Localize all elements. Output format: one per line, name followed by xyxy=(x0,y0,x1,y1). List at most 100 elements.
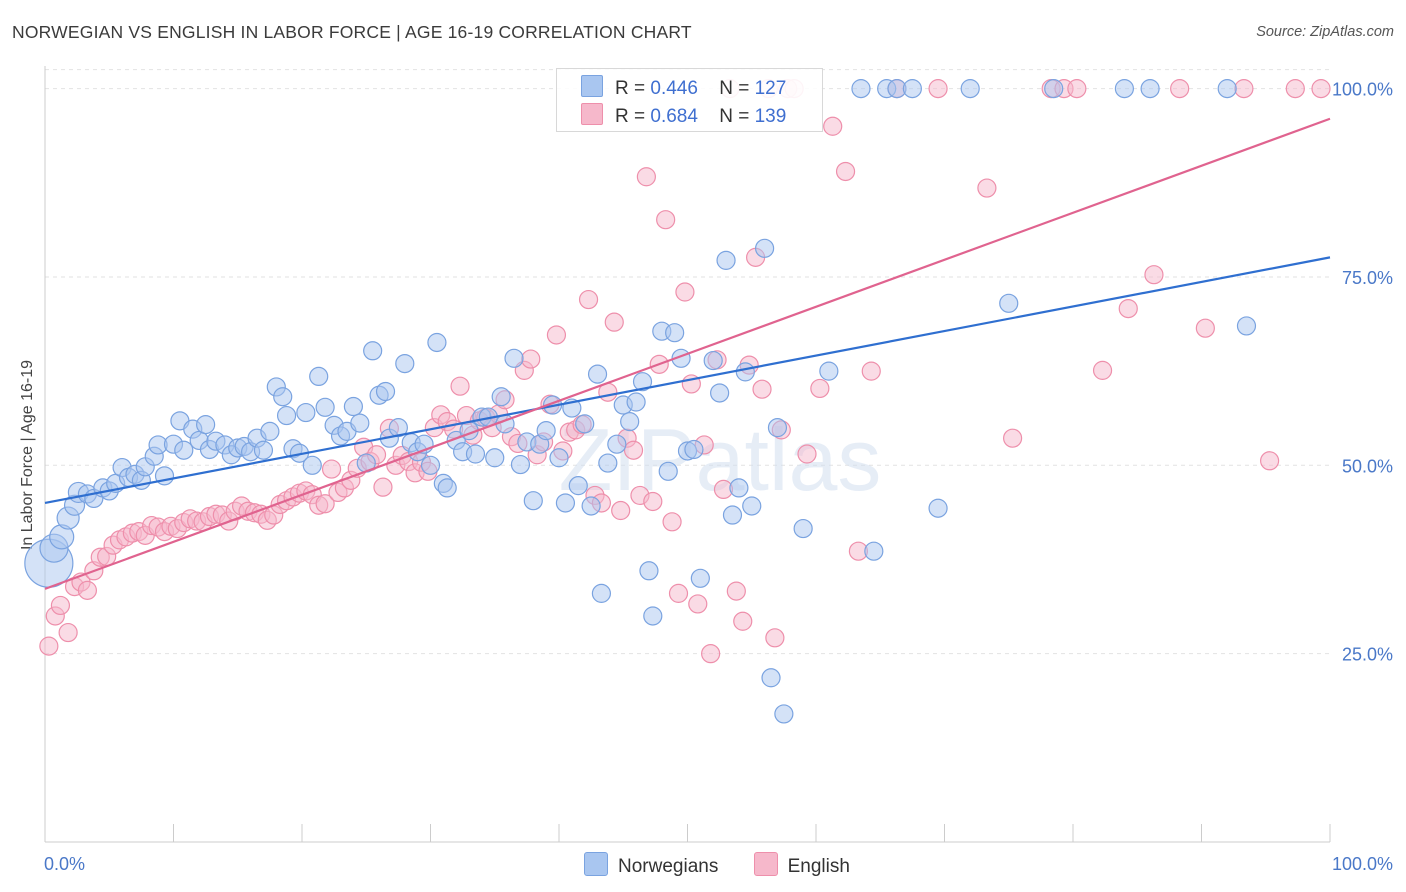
norwegian-point xyxy=(1236,316,1257,336)
norwegian-point xyxy=(437,478,457,498)
legend-n-label: N = xyxy=(719,78,750,99)
english-point xyxy=(823,116,843,136)
legend-item-norwegians: Norwegians xyxy=(584,852,718,878)
norwegian-point xyxy=(620,412,640,432)
english-point xyxy=(977,178,997,198)
norwegian-point xyxy=(774,704,794,724)
norwegian-point xyxy=(902,79,922,99)
legend-n-value-norwegians: 127 xyxy=(754,78,787,99)
english-point xyxy=(1311,79,1331,99)
norwegian-point xyxy=(767,418,788,438)
english-point xyxy=(521,349,541,369)
norwegian-point xyxy=(684,439,704,460)
english-trendline xyxy=(44,117,1331,590)
legend-row-norwegians: R = 0.446 N = 127 xyxy=(581,75,786,99)
norwegian-point xyxy=(665,323,685,343)
norwegian-point xyxy=(632,372,653,392)
english-point xyxy=(701,644,721,664)
norwegian-point xyxy=(1140,79,1160,99)
norwegian-point xyxy=(710,383,730,403)
norwegian-point xyxy=(510,454,531,475)
y-tick-labels: 25.0% 50.0% 75.0% 100.0% xyxy=(1332,80,1393,665)
legend-swatch-blue xyxy=(584,852,608,876)
norwegian-point xyxy=(960,79,980,99)
y-tick-label: 50.0% xyxy=(1342,456,1393,476)
norwegian-point xyxy=(315,397,335,417)
norwegian-point xyxy=(395,353,415,374)
english-point xyxy=(450,376,470,396)
norwegian-point xyxy=(309,366,329,386)
norwegian-point xyxy=(703,350,723,371)
english-point xyxy=(752,379,772,399)
norwegian-point xyxy=(1217,79,1237,99)
norwegian-point xyxy=(485,448,505,468)
english-point xyxy=(636,167,656,187)
english-point xyxy=(643,491,663,512)
norwegian-point xyxy=(1044,79,1064,99)
norwegian-point xyxy=(575,414,595,434)
trend-lines xyxy=(44,117,1331,590)
norwegian-point xyxy=(643,606,663,626)
norwegian-point xyxy=(928,498,948,518)
chart-title: NORWEGIAN VS ENGLISH IN LABOR FORCE | AG… xyxy=(12,22,692,42)
legend-item-english: English xyxy=(753,852,850,878)
norwegian-point xyxy=(587,364,608,384)
norwegian-point xyxy=(427,332,447,353)
y-tick-label: 25.0% xyxy=(1342,645,1393,665)
english-point xyxy=(1234,79,1254,99)
norwegian-point xyxy=(761,668,781,688)
english-point xyxy=(675,282,695,302)
norwegian-point xyxy=(375,381,396,402)
norwegian-point xyxy=(491,387,511,407)
norwegian-point xyxy=(626,392,646,412)
norwegian-point xyxy=(196,415,216,435)
norwegian-point xyxy=(363,341,383,361)
english-point xyxy=(1260,451,1280,471)
norwegian-point xyxy=(523,491,543,511)
norwegian-point xyxy=(343,396,363,417)
legend-label-norwegians: Norwegians xyxy=(618,856,719,877)
english-point xyxy=(810,378,830,399)
english-point xyxy=(578,289,599,310)
norwegian-point xyxy=(1114,79,1135,99)
norwegian-point xyxy=(658,461,678,481)
norwegian-point xyxy=(581,496,601,516)
english-point xyxy=(688,594,708,614)
legend-r-label: R = xyxy=(615,78,646,99)
english-point xyxy=(1144,265,1164,285)
norwegian-points xyxy=(24,79,1257,724)
english-point xyxy=(77,580,98,600)
legend-swatch-blue xyxy=(581,75,603,97)
legend-r-value-norwegians: 0.446 xyxy=(650,78,698,99)
english-point xyxy=(1195,318,1215,338)
series-legend: Norwegians English xyxy=(584,852,880,878)
norwegian-point xyxy=(388,418,408,438)
norwegian-point xyxy=(716,250,736,270)
norwegian-point xyxy=(729,478,749,498)
norwegian-point xyxy=(420,455,441,475)
norwegian-point xyxy=(793,518,813,539)
norwegian-point xyxy=(302,455,322,475)
english-point xyxy=(765,628,785,648)
x-tick-label: 100.0% xyxy=(1332,854,1393,874)
english-point xyxy=(1067,79,1087,99)
norwegian-point xyxy=(174,440,194,460)
english-point xyxy=(726,581,746,601)
norwegian-point xyxy=(504,348,524,368)
norwegian-point xyxy=(690,568,710,588)
english-point xyxy=(662,512,682,532)
english-point xyxy=(1285,79,1305,99)
norwegian-point xyxy=(555,493,576,513)
norwegian-point xyxy=(591,583,612,603)
english-point xyxy=(39,636,59,656)
english-point xyxy=(623,440,644,460)
english-point xyxy=(835,161,856,182)
norwegian-point xyxy=(350,413,370,433)
english-point xyxy=(656,210,676,230)
axes xyxy=(44,66,1331,843)
norwegian-point xyxy=(999,293,1019,313)
english-point xyxy=(668,583,689,603)
english-point xyxy=(1170,79,1190,99)
english-point xyxy=(546,325,567,345)
legend-r-value-english: 0.684 xyxy=(650,106,698,127)
